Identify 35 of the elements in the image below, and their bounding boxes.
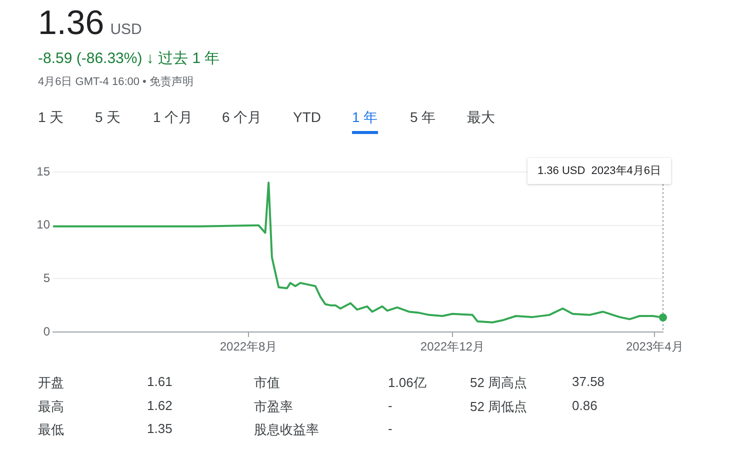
text: 市值 <box>254 374 280 392</box>
text: 4月6日 GMT-4 16:00 • 免责声明 <box>38 74 194 89</box>
text: 5 年 <box>410 109 436 127</box>
x-tick-label: 2022年12月 <box>420 340 484 354</box>
text: 最大 <box>467 109 495 127</box>
text: 股息收益率 <box>254 421 319 439</box>
text: 1.61 <box>147 374 172 389</box>
x-tick-label: 2022年8月 <box>220 340 278 354</box>
text: 最低 <box>38 421 64 439</box>
y-tick-label: 10 <box>36 218 50 232</box>
text: 市盈率 <box>254 398 293 416</box>
text: 52 周低点 <box>470 398 528 416</box>
y-tick-label: 15 <box>36 164 50 178</box>
text: 1.35 <box>147 421 172 436</box>
chart-title: 1.36 USD <box>38 7 142 42</box>
text: 1.62 <box>147 398 172 412</box>
text: 1 天 <box>38 109 64 127</box>
text: 0.86 <box>572 398 598 412</box>
text: 1 个月 <box>153 109 193 127</box>
y-tick-label: 0 <box>43 324 50 338</box>
text: - <box>388 398 392 412</box>
x-tick-label: 2023年4月 <box>626 340 684 354</box>
text: 6 个月 <box>222 109 262 127</box>
text: 开盘 <box>38 374 64 392</box>
y-tick-label: 5 <box>43 270 50 285</box>
text: 1.06亿 <box>388 374 426 392</box>
text: 最高 <box>38 398 64 416</box>
text: 1 年 <box>352 109 378 134</box>
text: 5 天 <box>95 109 121 127</box>
text: YTD <box>293 109 321 127</box>
text: 52 周高点 <box>470 374 528 392</box>
text: - <box>388 421 392 436</box>
chart-subtitle: -8.59 (-86.33%) ↓ 过去 1 年 <box>38 49 220 68</box>
annotation: 1.36 USD 2023年4月6日 <box>537 165 662 178</box>
text: 37.58 <box>572 374 605 389</box>
